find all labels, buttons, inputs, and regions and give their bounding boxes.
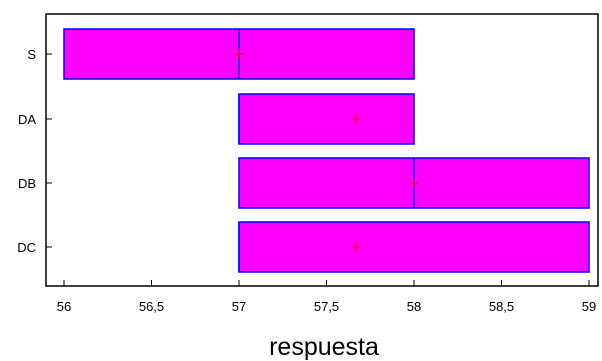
x-tick-label-5: 58,5 [489, 299, 514, 314]
x-tick-label-6: 59 [582, 299, 596, 314]
y-tick-label-db: DB [18, 176, 36, 191]
x-tick-label-3: 57,5 [314, 299, 339, 314]
y-tick-label-s: S [27, 47, 36, 62]
x-axis-ticks: 56 56,5 57 57,5 58 58,5 59 [57, 280, 596, 314]
x-axis-title: respuesta [269, 333, 379, 361]
y-axis-ticks: S DA DB DC [17, 47, 52, 255]
x-tick-label-0: 56 [57, 299, 71, 314]
x-tick-label-4: 58 [407, 299, 421, 314]
box-group [63, 28, 590, 273]
y-tick-label-dc: DC [17, 240, 36, 255]
plot-frame [45, 13, 599, 287]
box-da [238, 93, 415, 145]
box-dc [238, 221, 590, 273]
y-tick-label-da: DA [18, 112, 36, 127]
x-tick-label-1: 56,5 [139, 299, 164, 314]
x-tick-label-2: 57 [232, 299, 246, 314]
